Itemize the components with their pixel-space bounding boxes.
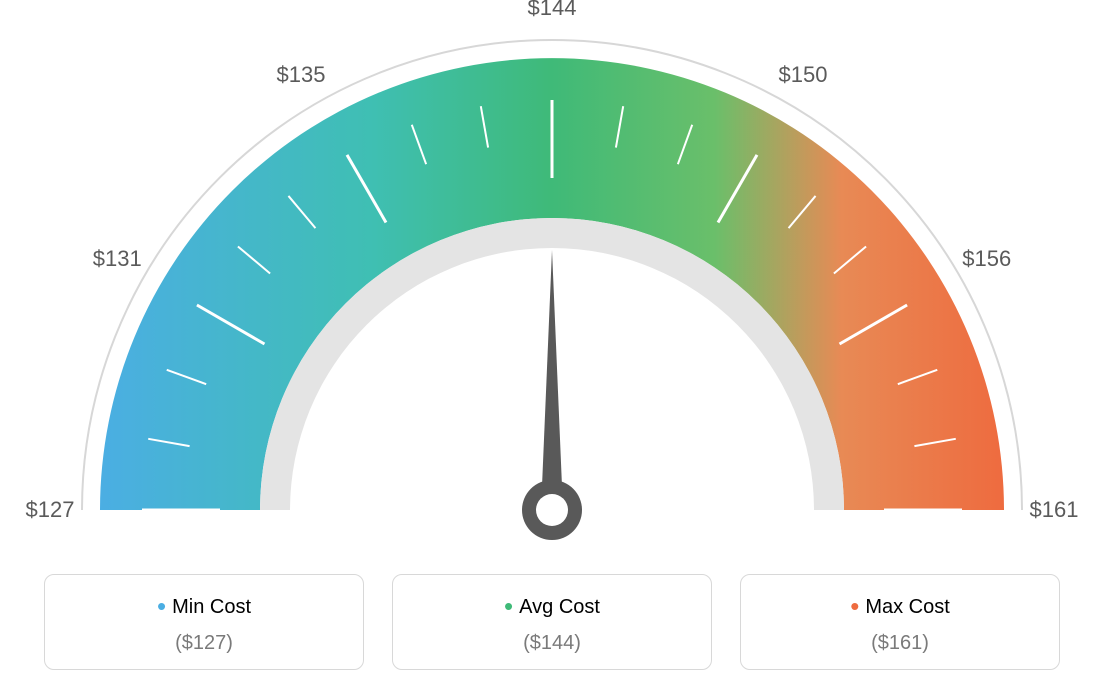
gauge-svg [0,0,1104,560]
legend-value-avg: ($144) [393,632,711,655]
legend-card-max: • Max Cost ($161) [740,574,1060,670]
legend-row: • Min Cost ($127) • Avg Cost ($144) • Max C… [0,574,1104,670]
legend-label: Min Cost [172,596,251,618]
legend-label: Avg Cost [519,596,600,618]
legend-card-avg: • Avg Cost ($144) [392,574,712,670]
legend-value-max: ($161) [741,632,1059,655]
gauge-tick-label: $156 [962,246,1011,272]
legend-title-min: • Min Cost [45,591,363,622]
legend-label: Max Cost [865,596,949,618]
gauge-tick-label: $127 [26,497,75,523]
gauge-tick-label: $150 [779,62,828,88]
legend-card-min: • Min Cost ($127) [44,574,364,670]
legend-value-min: ($127) [45,632,363,655]
gauge-tick-label: $135 [277,62,326,88]
gauge-tick-label: $144 [528,0,577,21]
dot-icon: • [504,591,513,621]
legend-title-max: • Max Cost [741,591,1059,622]
dot-icon: • [157,591,166,621]
legend-title-avg: • Avg Cost [393,591,711,622]
gauge-tick-label: $161 [1030,497,1079,523]
gauge-chart: $127 $131 $135 $144 $150 $156 $161 [0,0,1104,560]
gauge-tick-label: $131 [93,246,142,272]
dot-icon: • [850,591,859,621]
